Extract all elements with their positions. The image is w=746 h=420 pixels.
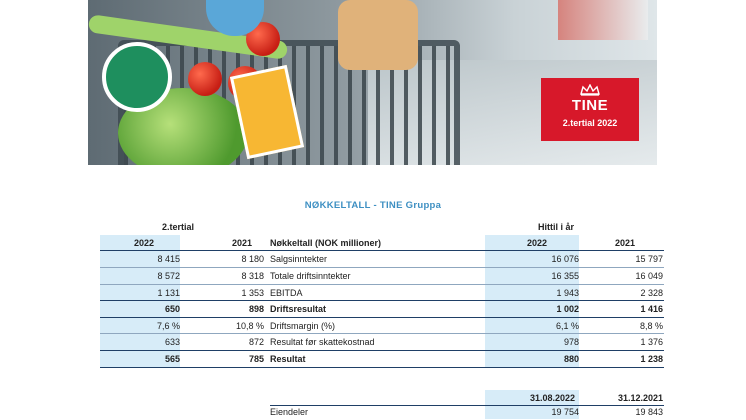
header-2022-period: 2022 <box>133 238 154 248</box>
tine-crown-icon <box>580 84 600 96</box>
cell-2021-period: 8 180 <box>241 254 264 264</box>
cell-2021-ytd: 16 049 <box>635 271 663 281</box>
brand-period: 2.tertial 2022 <box>562 118 618 128</box>
cell-2022-period: 633 <box>164 337 180 347</box>
balance-header-date-2: 31.12.2021 <box>617 393 663 403</box>
cell-2022-period: 565 <box>164 354 180 364</box>
tine-milk-cap-image <box>102 42 172 112</box>
brand-badge: TINE 2.tertial 2022 <box>541 78 639 141</box>
cell-2022-ytd: 978 <box>563 337 579 347</box>
cell-label: Resultat før skattekostnad <box>270 337 375 347</box>
cell-label: EBITDA <box>270 288 303 298</box>
cell-label: Resultat <box>270 354 306 364</box>
brand-name: TINE <box>571 97 609 114</box>
cell-2021-ytd: 8,8 % <box>639 321 663 331</box>
cell-2021-ytd: 1 376 <box>640 337 663 347</box>
cell-2022-ytd: 1 002 <box>556 304 579 314</box>
balance-header-date-1: 31.08.2022 <box>529 393 575 403</box>
header-2021-ytd: 2021 <box>614 238 635 248</box>
header-2021-period: 2021 <box>231 238 252 248</box>
cell-date-1: 19 754 <box>551 407 579 417</box>
cell-label: Driftsresultat <box>270 304 327 314</box>
cell-2022-period: 650 <box>164 304 180 314</box>
header-2022-ytd: 2022 <box>526 238 547 248</box>
cell-2022-period: 8 415 <box>157 254 180 264</box>
cell-label: Driftsmargin (%) <box>270 321 336 331</box>
report-title: NØKKELTALL - TINE Gruppa <box>304 200 442 211</box>
cell-2022-period: 7,6 % <box>156 321 180 331</box>
cell-2022-period: 8 572 <box>157 271 180 281</box>
cell-2021-period: 872 <box>248 337 264 347</box>
cell-2021-ytd: 1 416 <box>640 304 663 314</box>
cell-label: Totale driftsinntekter <box>270 271 351 281</box>
group-heading-period: 2.tertial <box>162 222 195 232</box>
cell-2022-ytd: 880 <box>563 354 579 364</box>
cell-2021-period: 10,8 % <box>235 321 264 331</box>
cell-2021-ytd: 15 797 <box>635 254 663 264</box>
cell-2022-ytd: 1 943 <box>556 288 579 298</box>
cell-2021-period: 1 353 <box>241 288 264 298</box>
cell-2022-ytd: 16 076 <box>551 254 579 264</box>
cell-2022-period: 1 131 <box>157 288 180 298</box>
header-label: Nøkkeltall (NOK millioner) <box>270 238 382 248</box>
group-heading-ytd: Hittil i år <box>538 222 575 232</box>
cell-label: Eiendeler <box>270 407 309 417</box>
cell-2022-ytd: 6,1 % <box>555 321 579 331</box>
cell-2022-ytd: 16 355 <box>551 271 579 281</box>
cell-date-2: 19 843 <box>635 407 663 417</box>
cell-2021-period: 898 <box>248 304 264 314</box>
cell-2021-ytd: 1 238 <box>640 354 663 364</box>
cell-2021-period: 8 318 <box>241 271 264 281</box>
cell-2021-ytd: 2 328 <box>640 288 663 298</box>
cell-2021-period: 785 <box>248 354 264 364</box>
cell-label: Salgsinntekter <box>270 254 328 264</box>
